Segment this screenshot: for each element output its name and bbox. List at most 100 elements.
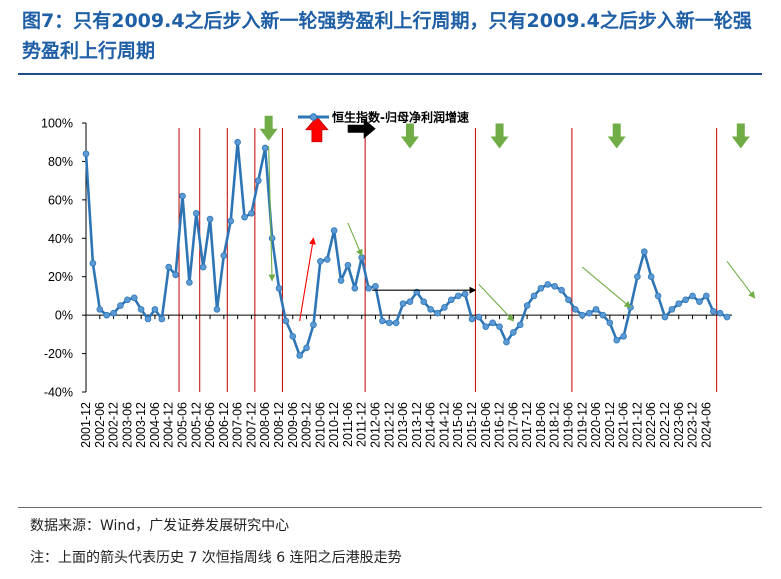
data-point bbox=[158, 315, 166, 323]
data-point bbox=[199, 263, 207, 271]
x-tick-label: 2001-12 bbox=[79, 402, 93, 448]
data-point bbox=[585, 309, 593, 317]
data-point bbox=[365, 284, 372, 292]
data-point bbox=[516, 321, 524, 329]
legend: 恒生指数-归母净利润增速 bbox=[298, 110, 469, 125]
x-tick-label: 2022-06 bbox=[644, 402, 658, 448]
x-tick-label: 2023-12 bbox=[686, 402, 700, 448]
data-point bbox=[372, 283, 379, 290]
x-tick-label: 2013-06 bbox=[396, 402, 410, 448]
x-tick-label: 2007-06 bbox=[231, 402, 245, 448]
data-point bbox=[461, 290, 469, 298]
down-arrow-icon-shape bbox=[490, 123, 509, 149]
down-arrow-icon bbox=[259, 115, 278, 141]
data-point bbox=[551, 283, 558, 290]
data-point bbox=[689, 292, 696, 300]
x-tick-label: 2012-06 bbox=[368, 402, 382, 448]
x-tick-label: 2014-06 bbox=[424, 402, 438, 448]
x-tick-label: 2004-12 bbox=[162, 402, 176, 448]
data-point bbox=[234, 138, 241, 146]
thin-trend-arrow bbox=[347, 222, 363, 257]
data-point bbox=[124, 296, 131, 304]
y-tick-label: 20% bbox=[48, 270, 73, 284]
legend-marker-swatch bbox=[309, 113, 318, 121]
data-point bbox=[523, 302, 531, 309]
x-tick-label: 2008-06 bbox=[258, 402, 272, 448]
chart-canvas: -40% -20% 0% 20% 40% 60% 80% 100% 2001-12 2002-0… bbox=[41, 110, 756, 448]
x-tick-label: 2009-12 bbox=[300, 402, 314, 448]
x-tick-label: 2014-12 bbox=[437, 402, 451, 448]
up-arrow-icon bbox=[305, 116, 329, 143]
data-point bbox=[261, 144, 269, 152]
data-point bbox=[323, 256, 331, 263]
thin-trend-arrow bbox=[581, 266, 632, 309]
x-tick-label: 2013-12 bbox=[410, 402, 424, 448]
x-tick-label: 2008-12 bbox=[272, 402, 286, 448]
data-point bbox=[620, 332, 627, 340]
data-point bbox=[351, 284, 359, 292]
data-point bbox=[289, 332, 297, 340]
data-point bbox=[399, 300, 407, 307]
x-tick-label: 2011-06 bbox=[341, 402, 355, 447]
data-point bbox=[434, 309, 441, 317]
series-line bbox=[82, 138, 731, 359]
data-point bbox=[220, 252, 228, 259]
y-axis: -40% -20% 0% 20% 40% 60% 80% 100% bbox=[41, 117, 87, 400]
x-tick-label: 2003-06 bbox=[120, 402, 134, 448]
data-point bbox=[709, 307, 717, 315]
down-arrow-icon bbox=[490, 123, 509, 149]
data-point bbox=[475, 313, 483, 321]
data-point bbox=[151, 306, 159, 313]
x-tick-label: 2022-12 bbox=[658, 402, 672, 448]
data-point bbox=[682, 296, 689, 304]
data-point bbox=[592, 306, 600, 313]
x-tick-label: 2005-06 bbox=[175, 402, 189, 448]
data-point bbox=[282, 317, 290, 325]
thin-trend-arrow bbox=[726, 261, 756, 299]
x-tick-label: 2024-06 bbox=[699, 402, 713, 448]
x-tick-label: 2021-12 bbox=[630, 402, 644, 448]
data-point bbox=[454, 292, 462, 300]
data-point bbox=[103, 311, 110, 319]
x-tick-label: 2020-12 bbox=[603, 402, 617, 448]
x-tick-label: 2016-06 bbox=[479, 402, 493, 448]
down-arrow-icon bbox=[400, 123, 419, 149]
data-point bbox=[489, 319, 496, 327]
y-tick-label: 80% bbox=[48, 155, 73, 169]
x-tick-label: 2007-12 bbox=[244, 402, 258, 448]
data-point bbox=[578, 311, 586, 319]
thin-trend-arrow bbox=[478, 284, 515, 322]
thin-trend-arrow bbox=[299, 237, 316, 321]
data-point bbox=[330, 227, 338, 234]
data-point bbox=[558, 286, 565, 294]
flat-arrow-icon-shape bbox=[347, 118, 376, 139]
x-tick-label: 2016-12 bbox=[493, 402, 507, 448]
data-point bbox=[634, 273, 641, 281]
data-point bbox=[544, 281, 552, 288]
title-rule bbox=[18, 73, 762, 75]
data-point bbox=[268, 234, 276, 242]
data-point bbox=[275, 284, 283, 292]
x-tick-label: 2005-12 bbox=[189, 402, 203, 448]
chart-title: 图7：只有2009.4之后步入新一轮强势盈利上行周期，只有2009.4之后步入新… bbox=[22, 10, 752, 62]
data-point bbox=[317, 258, 324, 265]
data-point bbox=[537, 284, 545, 292]
data-point bbox=[427, 306, 434, 313]
down-arrow-icon bbox=[607, 123, 626, 149]
down-arrow-icon-shape bbox=[259, 115, 278, 141]
data-point bbox=[385, 319, 393, 327]
x-tick-label: 2012-12 bbox=[382, 402, 396, 448]
x-tick-label: 2006-12 bbox=[217, 402, 231, 448]
data-point bbox=[344, 261, 352, 269]
x-tick-label: 2020-06 bbox=[589, 402, 603, 448]
data-point bbox=[186, 279, 193, 286]
x-tick-label: 2009-06 bbox=[286, 402, 300, 448]
down-arrow-icon bbox=[731, 123, 750, 149]
data-point bbox=[117, 302, 124, 309]
x-tick-label: 2017-06 bbox=[506, 402, 520, 448]
data-point bbox=[448, 296, 455, 304]
data-point bbox=[703, 292, 710, 300]
y-tick-label: 0% bbox=[55, 309, 73, 323]
data-point bbox=[96, 306, 104, 313]
data-point bbox=[503, 338, 510, 346]
